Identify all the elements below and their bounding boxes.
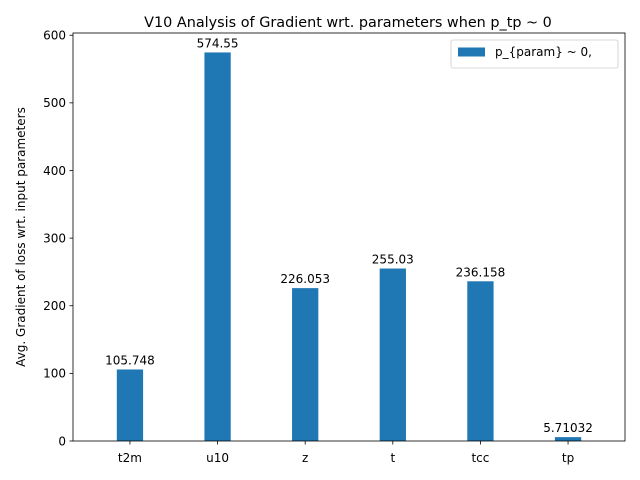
legend-swatch: [458, 47, 485, 57]
bar-t2m: [116, 369, 144, 441]
legend: p_{param} ~ 0,: [450, 39, 619, 69]
x-tick-label-t2m: t2m: [118, 451, 142, 465]
data-label-z: 226.053: [280, 272, 330, 286]
data-labels-group: 105.748 574.55 226.053 255.03 236.158 5.71032: [105, 36, 593, 435]
y-tick-label-200: 200: [43, 299, 66, 313]
data-label-tcc: 236.158: [456, 265, 506, 279]
chart-title: V10 Analysis of Gradient wrt. parameters…: [144, 15, 552, 31]
y-tick-label-500: 500: [43, 96, 66, 110]
data-label-u10: 574.55: [197, 36, 239, 50]
y-tick-label-600: 600: [43, 29, 66, 43]
y-tick-label-0: 0: [58, 434, 66, 448]
y-axis: 0 100 200 300 400 500 600: [43, 29, 73, 448]
bars-group: [116, 52, 582, 441]
bar-z: [292, 288, 319, 441]
data-label-t: 255.03: [372, 253, 414, 267]
x-tick-label-u10: u10: [206, 451, 229, 465]
x-tick-label-z: z: [302, 451, 308, 465]
x-tick-label-tp: tp: [562, 451, 574, 465]
y-tick-label-300: 300: [43, 231, 66, 245]
bar-t: [379, 268, 406, 441]
data-label-tp: 5.71032: [543, 421, 593, 435]
y-tick-label-100: 100: [43, 367, 66, 381]
plot-frame: [72, 32, 626, 442]
x-axis: t2m u10 z t tcc tp: [118, 441, 574, 465]
x-tick-label-t: t: [390, 451, 395, 465]
y-axis-label: Avg. Gradient of loss wrt. input paramet…: [14, 107, 28, 367]
legend-entry-label: p_{param} ~ 0,: [495, 45, 592, 59]
bar-u10: [204, 52, 231, 441]
legend-frame: [450, 39, 619, 69]
bar-tp: [554, 437, 582, 441]
bar-tcc: [467, 281, 494, 441]
data-label-t2m: 105.748: [105, 353, 155, 367]
x-tick-label-tcc: tcc: [471, 451, 489, 465]
y-tick-label-400: 400: [43, 164, 66, 178]
